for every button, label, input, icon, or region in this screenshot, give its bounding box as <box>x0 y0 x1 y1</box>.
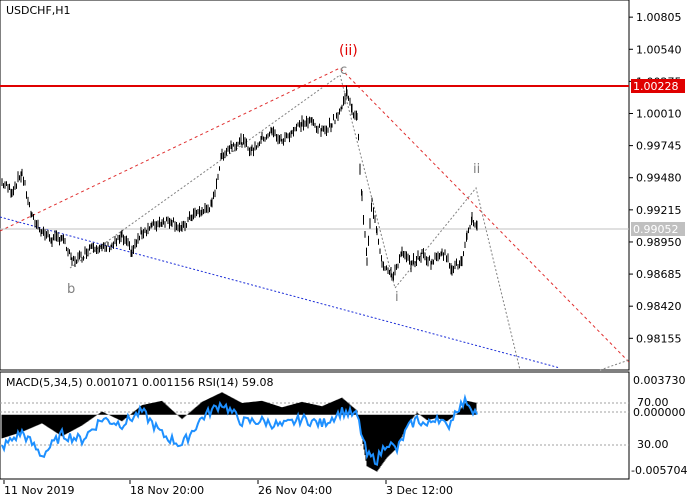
time-tick-label: 11 Nov 2019 <box>4 484 74 497</box>
price-tick-label: 1.00540 <box>636 43 682 56</box>
wave-label-i: i <box>395 290 399 305</box>
time-tick-label: 18 Nov 20:00 <box>130 484 204 497</box>
rsi-line <box>1 393 478 467</box>
price-series <box>1 85 478 281</box>
current-price-tag <box>631 222 685 236</box>
indicator-title: MACD(5,34,5) 0.001071 0.001156 RSI(14) 5… <box>6 376 273 389</box>
current-price-label: 0.99052 <box>633 223 679 236</box>
wave-label-b: b <box>67 282 75 297</box>
resistance-price-tag <box>631 79 685 93</box>
price-tick-label: 0.98420 <box>636 300 682 313</box>
indicator-tick-70: 70.00 <box>637 396 669 409</box>
symbol-title: USDCHF,H1 <box>6 4 71 17</box>
indicator-tick-bottom: -0.005704 <box>631 464 687 477</box>
wave-projection <box>69 74 521 371</box>
price-tick-label: 0.99745 <box>636 140 682 153</box>
time-axis: 11 Nov 2019 18 Nov 20:00 26 Nov 04:00 3 … <box>3 480 453 497</box>
price-tick-label: 0.98950 <box>636 236 682 249</box>
wave-lines <box>0 67 630 371</box>
price-tick-label: 0.99215 <box>636 204 682 217</box>
indicator-tick-zero: 0.000000 <box>633 406 686 419</box>
price-tick-label: 1.00010 <box>636 107 682 120</box>
resistance-price-label: 1.00228 <box>633 80 679 93</box>
wave-label-ii-major: (ii) <box>339 43 358 59</box>
price-tick-label: 1.00805 <box>636 11 682 24</box>
price-tick-label: 0.98685 <box>636 268 682 281</box>
wave-label-ii-minor: ii <box>473 162 480 177</box>
indicator-tick-30: 30.00 <box>637 438 669 451</box>
time-tick-label: 26 Nov 04:00 <box>258 484 332 497</box>
indicator-panel[interactable] <box>0 371 630 480</box>
wave-right-channel <box>599 359 630 371</box>
rsi-line-path <box>1 393 478 467</box>
price-tick-label: 0.98155 <box>636 332 682 345</box>
wave-channel-lower <box>0 216 561 369</box>
time-tick-label: 3 Dec 12:00 <box>386 484 453 497</box>
price-tick-label: 0.99480 <box>636 172 682 185</box>
wave-label-c: c <box>340 63 347 78</box>
indicator-tick-top: 0.003730 <box>633 374 686 387</box>
price-panel[interactable] <box>0 0 630 371</box>
